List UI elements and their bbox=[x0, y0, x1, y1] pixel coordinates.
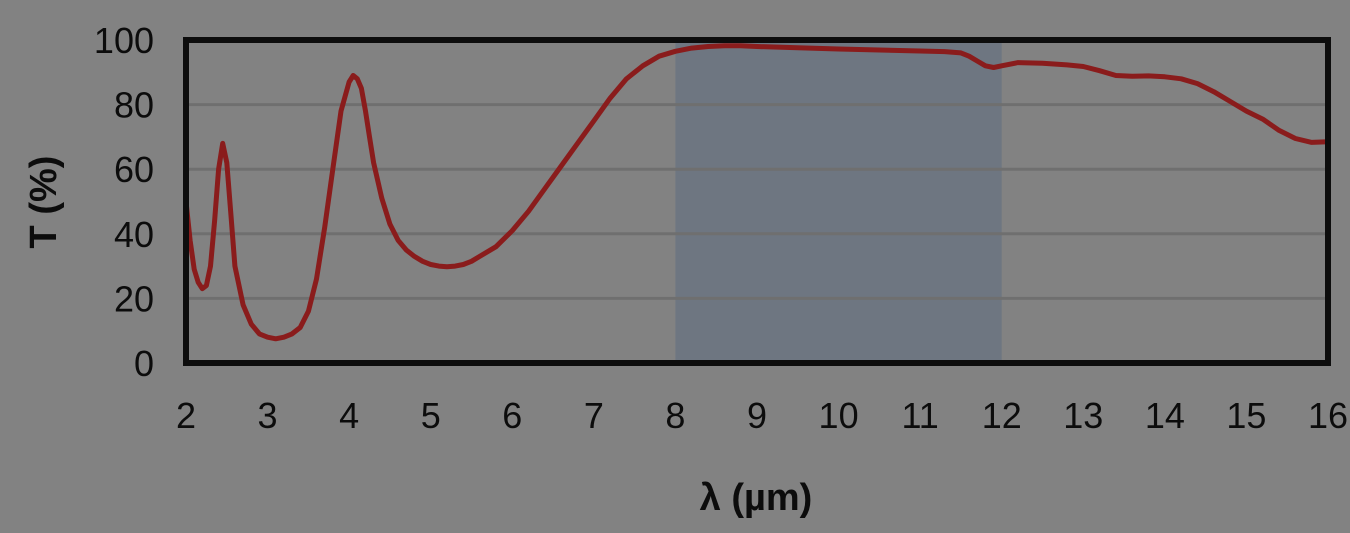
y-tick-label-60: 60 bbox=[114, 149, 154, 190]
highlight-band bbox=[675, 40, 1002, 363]
series-line bbox=[183, 43, 1331, 342]
y-tick-label-20: 20 bbox=[114, 278, 154, 319]
x-tick-label-6: 6 bbox=[502, 395, 522, 436]
x-tick-label-15: 15 bbox=[1226, 395, 1266, 436]
y-tick-label-0: 0 bbox=[134, 343, 154, 384]
x-tick-labels-group: 2 3 4 5 6 7 8 9 10 11 12 13 14 15 16 bbox=[176, 395, 1348, 436]
x-tick-label-2: 2 bbox=[176, 395, 196, 436]
x-tick-label-5: 5 bbox=[421, 395, 441, 436]
x-tick-label-9: 9 bbox=[747, 395, 767, 436]
x-axis-title: λ (µm) bbox=[700, 477, 813, 519]
plot-frame-group bbox=[183, 37, 1331, 366]
x-tick-label-11: 11 bbox=[901, 395, 938, 436]
y-tick-label-100: 100 bbox=[94, 20, 154, 61]
plot-frame bbox=[183, 37, 1331, 366]
highlight-band-group bbox=[675, 40, 1002, 363]
y-tick-label-80: 80 bbox=[114, 85, 154, 126]
x-tick-label-14: 14 bbox=[1145, 395, 1185, 436]
x-tick-label-13: 13 bbox=[1063, 395, 1103, 436]
x-tick-label-12: 12 bbox=[982, 395, 1022, 436]
x-tick-label-4: 4 bbox=[339, 395, 359, 436]
series-group bbox=[183, 43, 1331, 342]
y-tick-label-40: 40 bbox=[114, 214, 154, 255]
x-tick-label-16: 16 bbox=[1308, 395, 1348, 436]
y-tick-labels-group: 0 20 40 60 80 100 bbox=[94, 20, 154, 384]
y-axis-title: T (%) bbox=[23, 156, 65, 249]
x-tick-label-7: 7 bbox=[584, 395, 604, 436]
x-tick-label-8: 8 bbox=[665, 395, 685, 436]
x-tick-label-10: 10 bbox=[819, 395, 859, 436]
x-tick-label-3: 3 bbox=[258, 395, 278, 436]
